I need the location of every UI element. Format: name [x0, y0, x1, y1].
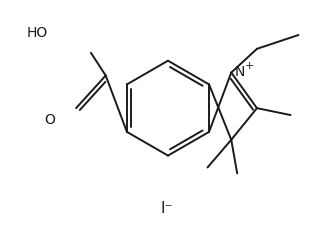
Text: O: O: [44, 113, 55, 127]
Text: +: +: [245, 61, 255, 71]
Text: N: N: [234, 65, 244, 79]
Text: HO: HO: [27, 26, 48, 40]
Text: I⁻: I⁻: [161, 201, 173, 216]
